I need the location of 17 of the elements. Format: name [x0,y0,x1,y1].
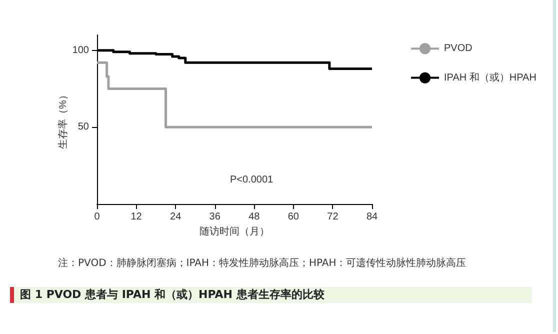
x-tick-label: 36 [209,212,221,222]
x-tick-label: 60 [288,212,300,222]
legend-label: IPAH 和（或）HPAH [444,71,536,84]
legend-label: PVOD [444,43,472,54]
x-tick-label: 72 [327,212,339,222]
y-tick-label: 100 [72,44,90,56]
x-axis-title: 随访时间（月） [200,225,270,238]
x-tick-label: 24 [170,212,182,222]
y-tick-label: 50 [78,122,90,133]
annotation: P<0.0001 [230,174,274,186]
text: 注：PVOD：肺静脉闭塞病；IPAH：特发性肺动脉高压；HPAH：可遗传性动脉性肺动脉高压 [58,256,466,270]
x-tick-label: 84 [366,212,378,222]
x-tick-label: 12 [130,212,142,222]
x-tick-label: 48 [248,212,260,222]
text: 图 1 PVOD 患者与 IPAH 和（或）HPAH 患者生存率的比较 [10,287,532,303]
y-axis-title: 生存率（%） [56,90,69,149]
x-tick-label: 0 [94,212,100,222]
